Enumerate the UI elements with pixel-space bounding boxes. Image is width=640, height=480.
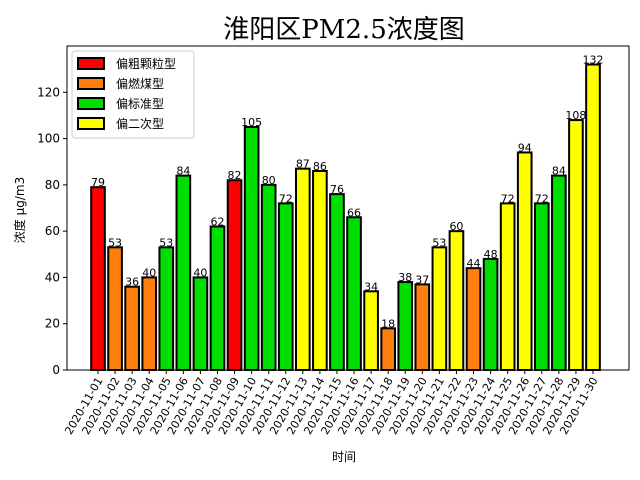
bar-2020-11-07: [192, 276, 209, 371]
data-label: 18: [381, 317, 395, 330]
bar-2020-11-30: [585, 63, 601, 371]
data-label: 86: [313, 160, 327, 173]
y-tick-label: 20: [45, 317, 60, 331]
bar-2020-11-03: [124, 285, 140, 371]
bar-2020-11-24: [482, 257, 499, 371]
data-label: 66: [347, 206, 361, 219]
data-label: 79: [91, 176, 105, 189]
data-label: 72: [535, 192, 549, 205]
bar-2020-11-04: [141, 276, 158, 371]
x-axis: 2020-11-012020-11-022020-11-032020-11-04…: [62, 370, 601, 437]
data-label: 84: [552, 165, 566, 178]
data-label: 72: [501, 192, 515, 205]
data-label: 36: [125, 276, 139, 289]
bar-2020-11-26: [516, 151, 533, 371]
y-tick-label: 80: [45, 178, 60, 192]
y-tick-label: 0: [52, 363, 60, 377]
bar-2020-11-13: [295, 167, 311, 371]
bar-2020-11-06: [175, 174, 192, 371]
bar-2020-11-21: [431, 246, 448, 371]
data-label: 48: [484, 248, 498, 261]
y-tick-label: 60: [45, 224, 60, 238]
legend-box: [71, 50, 195, 139]
legend-swatch: [77, 77, 105, 90]
bar-2020-11-09: [226, 179, 243, 371]
legend-label: 偏燃煤型: [116, 76, 164, 91]
data-label: 94: [518, 141, 532, 154]
bar-2020-11-25: [499, 202, 516, 371]
data-label: 84: [176, 165, 190, 178]
data-label: 44: [467, 257, 481, 270]
bar-2020-11-19: [397, 281, 414, 371]
y-axis-label: 浓度 μg/m3: [12, 177, 27, 243]
legend-swatch: [77, 117, 105, 130]
legend-label: 偏二次型: [116, 116, 164, 131]
bar-2020-11-16: [346, 216, 362, 371]
data-label: 132: [583, 54, 604, 67]
data-label: 82: [228, 169, 242, 182]
y-axis: 0 20 40 60 80 100 120: [37, 85, 67, 377]
bar-2020-11-08: [209, 225, 226, 371]
bar-2020-11-11: [260, 183, 277, 371]
legend-swatch: [77, 97, 105, 110]
data-label: 76: [330, 183, 344, 196]
bar-2020-11-12: [277, 202, 294, 371]
bar-2020-11-05: [158, 246, 175, 371]
bar-2020-11-20: [414, 283, 431, 371]
data-label: 40: [142, 266, 156, 279]
bar-2020-11-01: [90, 186, 106, 371]
data-label: 53: [108, 236, 122, 249]
data-label: 62: [210, 216, 224, 229]
data-label: 108: [565, 109, 586, 122]
data-label: 87: [296, 158, 310, 171]
legend-label: 偏标准型: [116, 96, 164, 111]
bar-2020-11-17: [363, 290, 379, 372]
y-tick-label: 40: [45, 270, 60, 284]
data-label: 37: [415, 273, 429, 286]
bar-2020-11-23: [465, 267, 482, 371]
data-label: 34: [364, 280, 378, 293]
data-label: 105: [241, 116, 262, 129]
bar-2020-11-27: [533, 202, 550, 371]
y-tick-label: 100: [37, 132, 60, 146]
data-label: 40: [193, 266, 207, 279]
bar-2020-11-10: [243, 126, 260, 371]
chart-title: 淮阳区PM2.5浓度图: [223, 15, 464, 45]
bar-2020-11-28: [551, 174, 567, 371]
y-tick-label: 120: [37, 85, 60, 99]
legend-swatch: [77, 57, 105, 70]
bar-2020-11-14: [312, 169, 328, 371]
data-label: 53: [159, 236, 173, 249]
bar-2020-11-18: [380, 327, 396, 372]
bar-2020-11-15: [329, 193, 345, 371]
data-label: 60: [449, 220, 463, 233]
bar-2020-11-29: [568, 119, 584, 371]
x-axis-label: 时间: [332, 450, 356, 464]
legend-label: 偏粗颗粒型: [116, 56, 176, 71]
data-label: 72: [279, 192, 293, 205]
bar-2020-11-22: [448, 230, 465, 371]
data-label: 38: [398, 271, 412, 284]
data-label: 53: [432, 236, 446, 249]
data-label: 80: [262, 174, 276, 187]
bar-2020-11-02: [107, 246, 123, 371]
